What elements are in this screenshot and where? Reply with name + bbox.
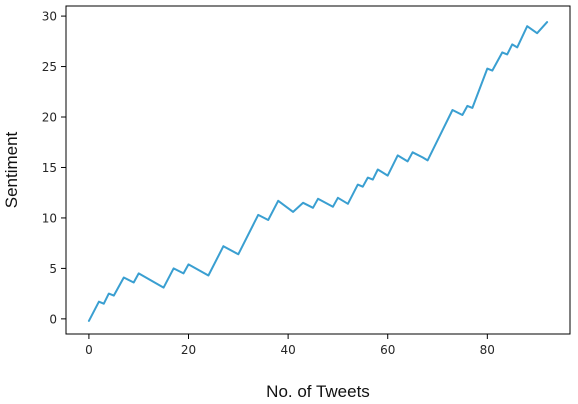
y-tick-label: 10 <box>42 211 57 225</box>
y-tick-label: 0 <box>49 312 57 326</box>
y-tick-label: 30 <box>42 10 57 24</box>
y-axis-title: Sentiment <box>2 131 21 208</box>
x-tick-label: 0 <box>85 343 93 357</box>
series-line-sentiment <box>89 22 547 321</box>
x-tick-label: 40 <box>280 343 295 357</box>
plot-area-frame <box>66 6 570 334</box>
x-tick-label: 20 <box>181 343 196 357</box>
y-tick-label: 20 <box>42 111 57 125</box>
x-tick-label: 80 <box>480 343 495 357</box>
x-axis: 0 20 40 60 80 <box>85 334 495 357</box>
y-tick-label: 5 <box>49 262 57 276</box>
y-tick-label: 25 <box>42 60 57 74</box>
x-axis-title: No. of Tweets <box>266 382 370 401</box>
y-axis: 0 5 10 15 20 25 30 <box>42 10 66 327</box>
y-tick-label: 15 <box>42 161 57 175</box>
x-tick-label: 60 <box>380 343 395 357</box>
